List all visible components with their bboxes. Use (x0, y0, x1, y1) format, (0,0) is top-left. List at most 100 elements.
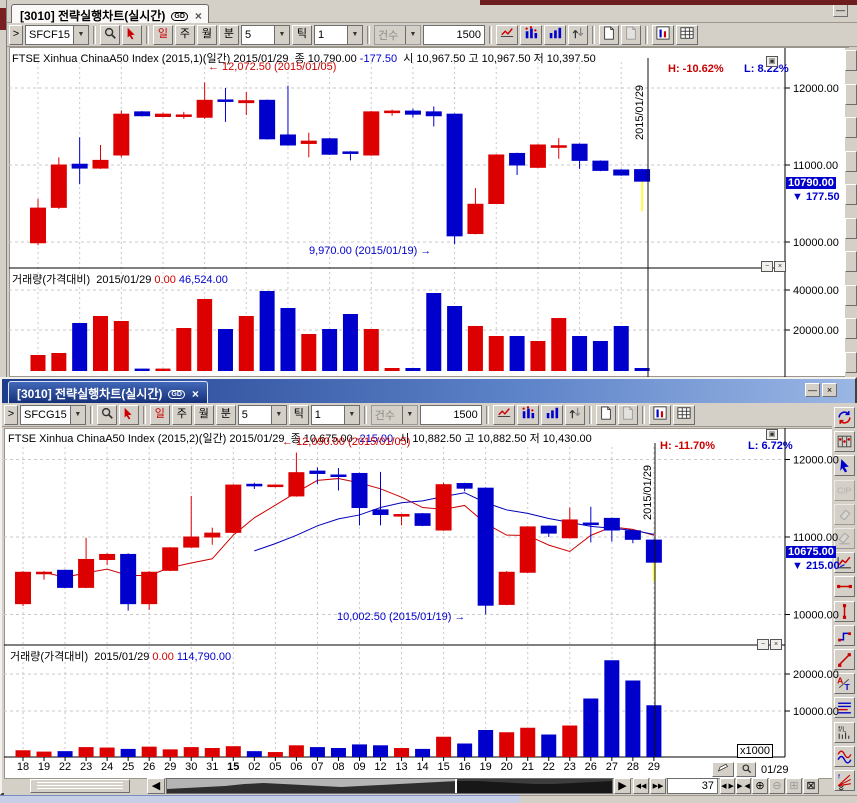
crosshair-pointer-button[interactable] (121, 24, 142, 45)
clipped-tool-button[interactable] (845, 251, 857, 272)
clipped-tool-button[interactable] (845, 83, 857, 105)
grid-table-button[interactable] (675, 24, 698, 45)
bottom-chart-pane[interactable] (4, 428, 834, 779)
count-input[interactable] (422, 24, 485, 45)
wave-curves-tool-button[interactable] (834, 745, 855, 767)
sidebar-more-chevron[interactable]: » (835, 784, 848, 792)
count-input[interactable] (419, 404, 482, 425)
new-document-button[interactable] (598, 24, 619, 45)
vertical-line-tool-button[interactable] (834, 600, 855, 622)
chevron-down-icon[interactable]: ▼ (72, 25, 88, 44)
trend-line-tool-button[interactable] (834, 649, 855, 670)
copy-document-icon (626, 25, 636, 40)
period-day-button[interactable]: 일 (152, 24, 173, 45)
nav-collapse-button[interactable]: ▶ ◀ (736, 778, 751, 794)
period-week-button[interactable]: 주 (174, 24, 195, 45)
tick-button[interactable]: 틱 (288, 404, 309, 425)
clipped-tool-button[interactable] (845, 318, 857, 339)
bar-chart-mixed-button[interactable] (516, 404, 539, 425)
chevron-down-icon[interactable]: ▼ (346, 25, 362, 44)
refresh-tool-button[interactable] (834, 407, 855, 428)
bar-chart-mixed-button[interactable] (519, 24, 542, 45)
range-navigator[interactable] (166, 778, 613, 794)
volume-pane-close-button[interactable]: × (770, 639, 782, 650)
zoom-search-button[interactable] (736, 762, 756, 777)
nav-close-button[interactable]: ⊠ (803, 778, 819, 794)
h-scrollbar-handle[interactable] (30, 779, 130, 793)
bottom-window-tab[interactable]: [3010] 전략실행차트(실시간) GD × (8, 381, 208, 403)
line-chart-button[interactable] (492, 404, 515, 425)
new-document-button[interactable] (595, 404, 616, 425)
top-tab-close-icon[interactable]: × (194, 9, 202, 23)
tick-combo[interactable]: 1 ▼ (313, 24, 363, 45)
bottom-titlebar[interactable]: [3010] 전략실행차트(실시간) GD × — × (2, 379, 855, 403)
draw-pencil-button[interactable] (712, 762, 734, 777)
bar-count-input[interactable] (667, 778, 718, 794)
clipped-tool-button[interactable] (845, 50, 857, 71)
step-line-tool-button[interactable] (834, 624, 855, 646)
mini-chart-tool-button[interactable] (834, 552, 855, 574)
volume-pane-close-button[interactable]: × (774, 261, 786, 272)
bottom-minimize-button[interactable]: — (805, 383, 820, 397)
crosshair-pointer-button[interactable] (118, 404, 139, 425)
nav-expand-button[interactable]: ◀ ▶ (720, 778, 735, 794)
line-chart-button[interactable] (495, 24, 518, 45)
panel-settings-tool-button[interactable] (834, 431, 855, 453)
symbol-combo[interactable]: SFCG15 ▼ (20, 404, 86, 425)
chevron-down-icon[interactable]: ▼ (270, 405, 286, 424)
nav-left-button[interactable]: ◀ (147, 778, 165, 794)
nav-right-button[interactable]: ▶ (614, 778, 631, 794)
expand-button[interactable]: > (4, 404, 18, 425)
period-week-button[interactable]: 주 (171, 404, 192, 425)
pane-restore-button[interactable]: ▣ (766, 429, 778, 440)
minute-combo[interactable]: 5 ▼ (237, 404, 287, 425)
bar-chart-button[interactable] (543, 24, 566, 45)
compare-chart-button[interactable] (651, 24, 674, 45)
chevron-down-icon[interactable]: ▼ (343, 405, 359, 424)
bar-chart-button[interactable] (540, 404, 563, 425)
clipped-tool-button[interactable] (845, 184, 857, 205)
bottom-tab-close-icon[interactable]: × (191, 387, 199, 401)
top-chart-header: FTSE Xinhua ChinaA50 Index (2015,1)(일간) … (12, 50, 596, 66)
period-minute-button[interactable]: 분 (218, 24, 239, 45)
clipped-tool-button[interactable] (845, 117, 857, 138)
multi-lines-tool-button[interactable] (834, 697, 855, 719)
nav-forward-button[interactable]: ▶▶ (650, 778, 666, 794)
clipped-tool-button[interactable] (845, 150, 857, 172)
clipped-tool-button[interactable] (845, 284, 857, 306)
minute-combo[interactable]: 5 ▼ (240, 24, 290, 45)
tick-button[interactable]: 틱 (291, 24, 312, 45)
top-minimize-button[interactable]: — (833, 3, 848, 17)
pointer-tool-button[interactable] (834, 455, 855, 477)
fibonacci-tool-button[interactable]: f (834, 770, 855, 791)
volume-profile-tool-button[interactable]: f/L (834, 721, 855, 743)
period-month-button[interactable]: 월 (193, 404, 214, 425)
period-minute-button[interactable]: 분 (215, 404, 236, 425)
volume-pane-minimize-button[interactable]: − (757, 639, 769, 650)
expand-button[interactable]: > (9, 24, 23, 45)
grid-table-button[interactable] (672, 404, 695, 425)
symbol-combo[interactable]: SFCF15 ▼ (25, 24, 89, 45)
volume-pane-minimize-button[interactable]: − (761, 261, 773, 272)
tick-combo[interactable]: 1 ▼ (310, 404, 360, 425)
nav-zoom-in-button[interactable]: ⊕ (752, 778, 768, 794)
horizontal-line-tool-button[interactable] (834, 576, 855, 598)
chevron-down-icon[interactable]: ▼ (273, 25, 289, 44)
period-month-button[interactable]: 월 (196, 24, 217, 45)
search-button[interactable] (96, 404, 117, 425)
sort-updown-button[interactable] (564, 404, 585, 425)
chevron-down-icon[interactable]: ▼ (69, 405, 85, 424)
clipped-tool-button[interactable] (845, 351, 857, 373)
annotation-high: ← 12,072.50 (2015/01/05) (208, 61, 337, 73)
nav-rewind-button[interactable]: ◀◀ (633, 778, 649, 794)
clipped-tool-button[interactable] (845, 217, 857, 239)
top-chart-pane[interactable] (9, 47, 849, 377)
bottom-close-button[interactable]: × (822, 383, 837, 397)
period-day-button[interactable]: 일 (149, 404, 170, 425)
search-button[interactable] (99, 24, 120, 45)
top-window-tab[interactable]: [3010] 전략실행차트(실시간) GD × (11, 4, 209, 23)
sort-updown-button[interactable] (567, 24, 588, 45)
compare-chart-button[interactable] (648, 404, 671, 425)
pane-restore-button[interactable]: ▣ (766, 56, 778, 67)
